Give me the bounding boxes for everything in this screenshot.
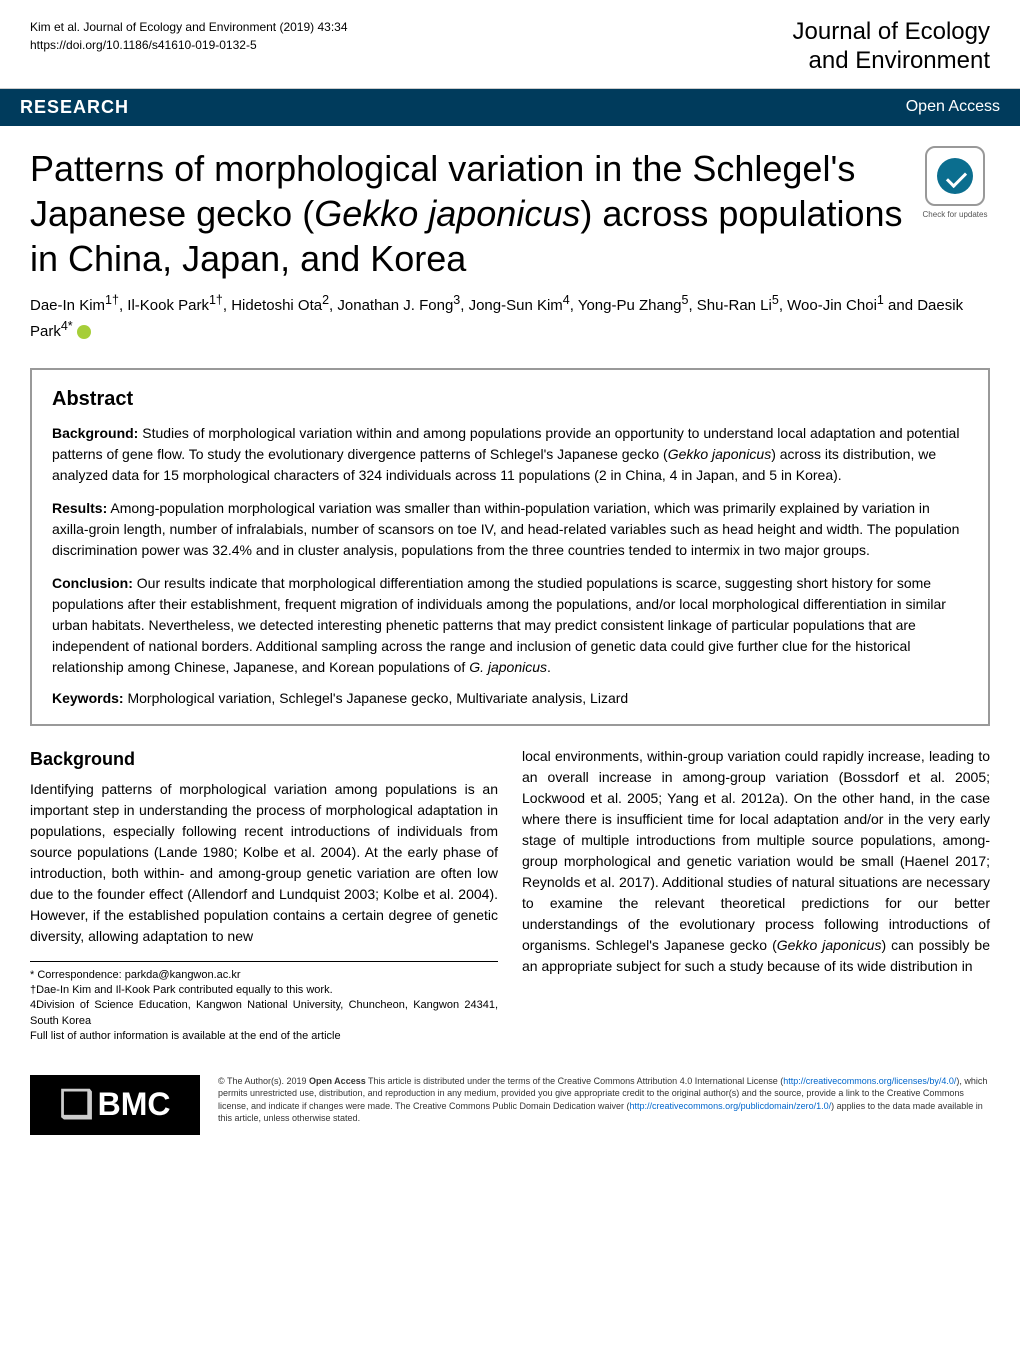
page-footer: ❑ BMC © The Author(s). 2019 Open Access … xyxy=(0,1065,1020,1155)
checkmark-icon xyxy=(937,158,973,194)
left-column: Background Identifying patterns of morph… xyxy=(30,746,498,1045)
correspondence-footnotes: * Correspondence: parkda@kangwon.ac.kr †… xyxy=(30,961,498,1045)
citation-line: Kim et al. Journal of Ecology and Enviro… xyxy=(30,18,348,36)
author-list: Dae-In Kim1†, Il-Kook Park1†, Hidetoshi … xyxy=(0,291,1020,358)
authors-text: Dae-In Kim1†, Il-Kook Park1†, Hidetoshi … xyxy=(30,297,963,341)
abstract-conclusion: Conclusion: Our results indicate that mo… xyxy=(52,573,968,678)
citation-block: Kim et al. Journal of Ecology and Enviro… xyxy=(30,18,348,54)
abstract-keywords: Keywords: Morphological variation, Schle… xyxy=(52,690,968,706)
journal-line2: and Environment xyxy=(793,47,990,76)
crossmark-label: Check for updates xyxy=(920,210,990,219)
results-text: Among-population morphological variation… xyxy=(52,500,959,558)
journal-line1: Journal of Ecology xyxy=(793,18,990,47)
abstract-heading: Abstract xyxy=(52,388,968,411)
body-paragraph-right: local environments, within-group variati… xyxy=(522,746,990,977)
background-section-heading: Background xyxy=(30,746,498,773)
background-label: Background: xyxy=(52,425,138,441)
results-label: Results: xyxy=(52,500,107,516)
equal-contribution-line: †Dae-In Kim and Il-Kook Park contributed… xyxy=(30,983,498,998)
conclusion-label: Conclusion: xyxy=(52,575,133,591)
affiliation-line: 4Division of Science Education, Kangwon … xyxy=(30,998,498,1029)
abstract-background: Background: Studies of morphological var… xyxy=(52,423,968,486)
license-text: © The Author(s). 2019 Open Access This a… xyxy=(218,1075,990,1125)
right-column: local environments, within-group variati… xyxy=(522,746,990,1045)
keywords-text: Morphological variation, Schlegel's Japa… xyxy=(127,690,628,706)
open-access-label: Open Access xyxy=(906,98,1000,116)
orcid-icon[interactable] xyxy=(77,325,91,339)
bmc-logo: ❑ BMC xyxy=(30,1075,200,1135)
background-text: Studies of morphological variation withi… xyxy=(52,425,959,483)
abstract-box: Abstract Background: Studies of morpholo… xyxy=(30,368,990,726)
article-title: Patterns of morphological variation in t… xyxy=(30,146,908,281)
crossmark-badge[interactable]: Check for updates xyxy=(920,146,990,281)
brace-icon: ❑ xyxy=(60,1082,94,1127)
author-info-line: Full list of author information is avail… xyxy=(30,1029,498,1044)
crossmark-icon xyxy=(925,146,985,206)
conclusion-text: Our results indicate that morphological … xyxy=(52,575,946,675)
abstract-results: Results: Among-population morphological … xyxy=(52,498,968,561)
title-section: Patterns of morphological variation in t… xyxy=(0,126,1020,291)
correspondence-line: * Correspondence: parkda@kangwon.ac.kr xyxy=(30,968,498,983)
page-header: Kim et al. Journal of Ecology and Enviro… xyxy=(0,0,1020,89)
body-paragraph-left: Identifying patterns of morphological va… xyxy=(30,779,498,947)
article-type: RESEARCH xyxy=(20,97,129,118)
article-type-banner: RESEARCH Open Access xyxy=(0,89,1020,126)
journal-title: Journal of Ecology and Environment xyxy=(793,18,990,76)
doi-line: https://doi.org/10.1186/s41610-019-0132-… xyxy=(30,36,348,54)
body-text: Background Identifying patterns of morph… xyxy=(0,746,1020,1065)
bmc-text: BMC xyxy=(98,1086,171,1123)
keywords-label: Keywords: xyxy=(52,690,124,706)
